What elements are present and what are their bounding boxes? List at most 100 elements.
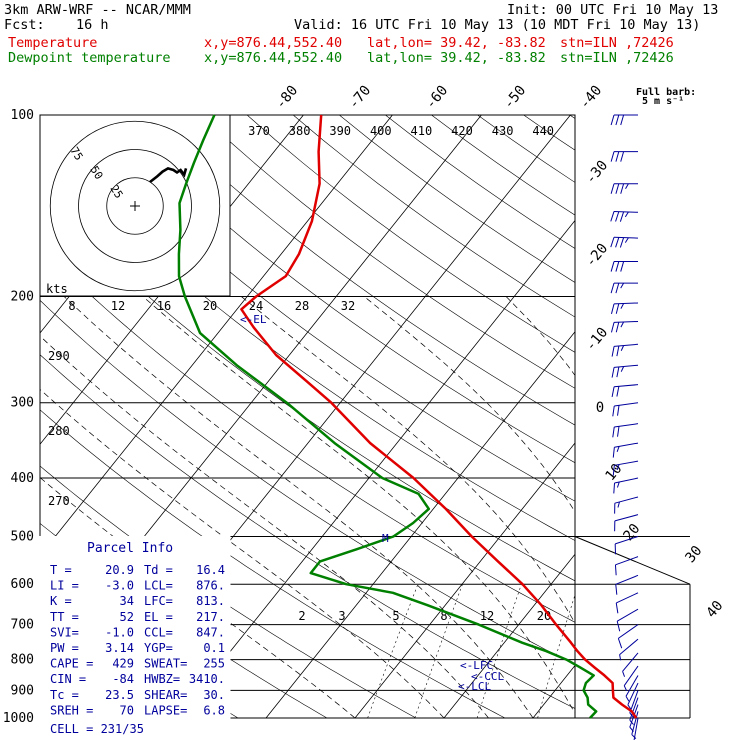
temperature-axis-label: 30 [682, 543, 705, 566]
hodograph-ring [78, 149, 192, 263]
parcel-info-key: LFC= [144, 594, 173, 608]
hodograph [39, 114, 231, 297]
isotherm-line [443, 553, 575, 718]
parcel-info-value: 6.8 [203, 703, 225, 717]
wind-barb [610, 151, 638, 162]
parcel-info-value: 217. [196, 610, 225, 624]
wind-barb [622, 652, 639, 677]
parcel-info-value: 16.4 [196, 563, 225, 577]
mixing-ratio-line [476, 584, 522, 718]
dry-adiabat-line [569, 115, 575, 119]
theta-left-label: 280 [48, 424, 70, 438]
dry-adiabat-line [200, 115, 575, 389]
wind-barb [614, 496, 639, 514]
wind-barb [627, 682, 639, 710]
wind-barb [617, 624, 639, 649]
wind-barb [611, 364, 639, 378]
mixing-ratio-line [664, 584, 697, 718]
init-time: Init: 00 UTC Fri 10 May 13 [507, 2, 719, 18]
legend-temperature-latlon: lat,lon= 39.42, -83.82 [367, 35, 546, 51]
dry-adiabat-line [523, 115, 575, 151]
dry-adiabat-line [477, 115, 575, 183]
isotherm-line [711, 115, 740, 718]
parcel-info-value: 0.1 [203, 641, 225, 655]
isotherm-line [265, 331, 575, 718]
plot-frame [39, 114, 576, 719]
wind-barb [612, 460, 639, 476]
pressure-tick-label: 100 [11, 108, 34, 123]
legend-dewpoint-station: stn=ILN ,72426 [560, 50, 674, 66]
dry-adiabat-line [246, 115, 575, 353]
parcel-info-value: 3410. [189, 672, 225, 686]
dry-adiabat-line [40, 409, 506, 718]
mixing-ratio-label: 5 [392, 609, 399, 623]
parcel-info-value: -1.0 [105, 625, 134, 639]
pressure-tick-label: 900 [11, 683, 34, 698]
parcel-info-key: T = [50, 563, 72, 577]
parcel-info-key: CCL= [144, 625, 173, 639]
mixing-ratio-label: 8 [440, 609, 447, 623]
wind-barb [612, 442, 639, 458]
legend-dewpoint-coords: x,y=876.44,552.40 [204, 50, 343, 66]
hodograph-units: kts [46, 282, 68, 296]
theta-label: 410 [411, 124, 433, 138]
temperature-axis-label: -50 [501, 83, 530, 113]
parcel-info-value: 30. [203, 688, 225, 702]
theta-label: 390 [329, 124, 351, 138]
theta-label: 420 [451, 124, 473, 138]
parcel-info-key: K = [50, 594, 72, 608]
level-marker: <-LCL [458, 680, 491, 693]
wind-barb [610, 261, 638, 272]
moist-adiabat-line [40, 388, 445, 718]
legend-temperature-label: Temperature [8, 35, 98, 51]
parcel-info-key: PW = [50, 641, 79, 655]
legend-dewpoint-latlon: lat,lon= 39.42, -83.82 [367, 50, 546, 66]
wind-barb [614, 556, 639, 576]
pressure-tick-label: 800 [11, 653, 34, 668]
hodograph-axis-label: 28 [295, 299, 309, 313]
wind-barb [619, 638, 639, 661]
dry-adiabat-line [154, 115, 575, 426]
dewpoint-profile [177, 114, 598, 719]
hodograph-axis-label: 24 [249, 299, 263, 313]
parcel-info-key: Tc = [50, 688, 79, 702]
parcel-info-value: 429 [112, 657, 134, 671]
wind-barb [610, 210, 639, 222]
wind-barb [611, 384, 639, 398]
wind-barb [623, 665, 639, 692]
wind-legend-value: 5 m s⁻¹ [642, 96, 684, 107]
mixing-ratio-label: 3 [338, 609, 345, 623]
pressure-tick-label: 200 [11, 290, 34, 305]
pressure-tick-label: 700 [11, 618, 34, 633]
level-marker: <-CCL [471, 670, 504, 683]
parcel-info-value: 813. [196, 594, 225, 608]
wind-barb [610, 282, 638, 294]
theta-label: 380 [289, 124, 311, 138]
parcel-info-key: LI = [50, 579, 79, 593]
parcel-info-key: HWBZ= [144, 672, 180, 686]
isotherm-line [622, 115, 740, 718]
parcel-info-key: CIN = [50, 672, 86, 686]
wind-barb [614, 514, 639, 532]
parcel-info-value: 23.5 [105, 688, 134, 702]
hodograph-ring-label: 50 [87, 164, 105, 182]
hodograph-axis-label: 20 [203, 299, 217, 313]
wind-barb [615, 574, 639, 595]
parcel-info-key: TT = [50, 610, 79, 624]
parcel-info-value: 3.14 [105, 641, 134, 655]
valid-time: Valid: 16 UTC Fri 10 May 13 (10 MDT Fri … [294, 17, 701, 33]
hodograph-ring-label: 25 [107, 183, 125, 201]
level-marker: <-EL [240, 313, 267, 326]
wind-barb [612, 423, 639, 438]
temperature-axis-label: -30 [583, 158, 612, 188]
pressure-tick-label: 400 [11, 471, 34, 486]
parcel-info-value: 847. [196, 625, 225, 639]
dry-adiabat-line [108, 115, 575, 464]
isotherm-line [176, 219, 575, 718]
frame-extension-line [574, 536, 691, 585]
dry-adiabat-line [40, 246, 575, 623]
pressure-tick-label: 1000 [3, 711, 34, 726]
pressure-tick-label: 300 [11, 396, 34, 411]
dry-adiabat-line [339, 115, 575, 283]
wind-barb [611, 320, 639, 333]
